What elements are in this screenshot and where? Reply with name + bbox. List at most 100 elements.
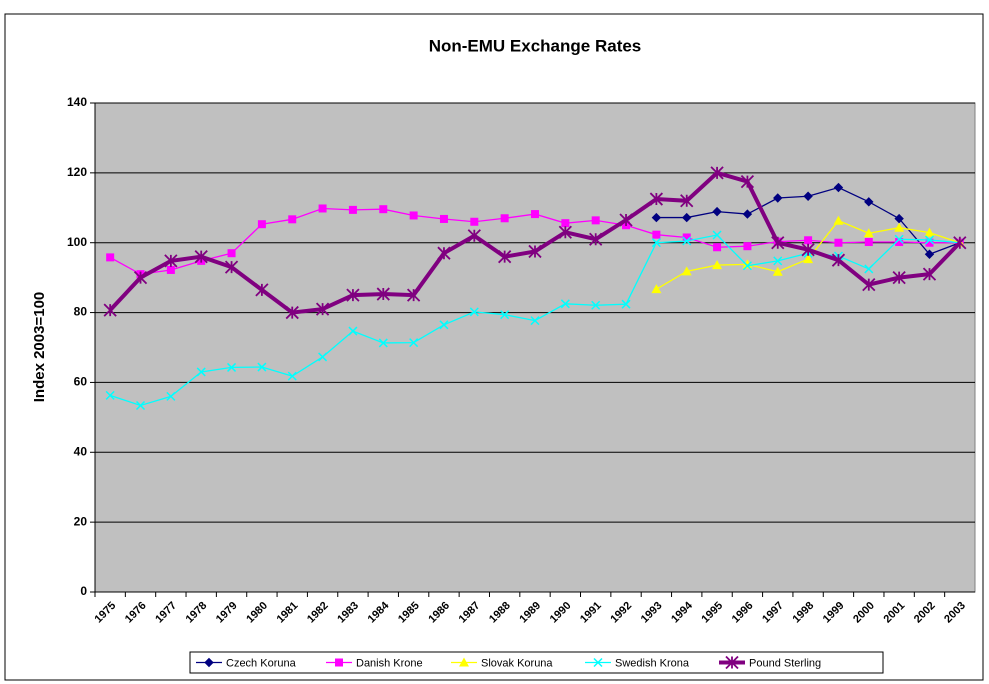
marker: [467, 229, 481, 243]
marker: [406, 288, 421, 302]
marker: [680, 194, 694, 208]
marker: [561, 219, 570, 228]
marker: [682, 212, 692, 223]
marker: [892, 271, 906, 285]
marker: [681, 266, 692, 276]
marker: [227, 362, 237, 372]
marker: [831, 253, 846, 267]
y-tick-label: 60: [74, 375, 88, 389]
marker: [257, 220, 266, 229]
marker: [924, 227, 935, 237]
legend-label: Pound Sterling: [749, 657, 821, 669]
marker: [742, 209, 753, 219]
marker: [619, 213, 633, 227]
marker: [591, 216, 600, 225]
marker: [589, 232, 603, 246]
marker: [164, 254, 178, 268]
marker: [773, 256, 783, 266]
marker: [166, 265, 175, 274]
marker: [652, 230, 661, 239]
marker: [560, 299, 570, 309]
marker: [227, 249, 236, 258]
marker: [103, 303, 117, 317]
legend-label: Danish Krone: [356, 657, 423, 669]
marker: [682, 233, 691, 242]
marker: [166, 391, 176, 401]
marker: [953, 236, 967, 250]
marker: [922, 267, 937, 281]
marker: [801, 243, 815, 257]
marker: [710, 166, 724, 180]
marker: [204, 657, 214, 668]
marker: [528, 244, 542, 259]
marker: [591, 300, 601, 310]
marker: [743, 242, 752, 251]
marker: [712, 260, 723, 270]
y-tick-label: 0: [80, 584, 87, 598]
marker: [682, 236, 692, 246]
y-tick-label: 80: [74, 305, 88, 319]
marker: [224, 260, 239, 274]
marker: [194, 250, 208, 264]
marker: [773, 193, 783, 203]
marker: [621, 299, 631, 309]
legend-box: [189, 651, 884, 674]
marker: [409, 338, 419, 348]
y-tick-label: 40: [74, 444, 88, 458]
marker: [772, 266, 783, 276]
marker: [531, 210, 539, 219]
marker: [713, 243, 722, 252]
marker: [924, 235, 935, 245]
marker: [500, 214, 509, 223]
legend-label: Swedish Krona: [615, 657, 690, 669]
marker: [712, 206, 722, 217]
marker: [740, 174, 755, 189]
marker: [376, 287, 390, 301]
marker: [469, 307, 479, 317]
marker: [834, 238, 843, 247]
marker: [712, 230, 722, 240]
marker: [196, 367, 206, 377]
marker: [315, 302, 330, 316]
marker: [924, 249, 935, 259]
marker: [498, 250, 512, 264]
marker: [378, 338, 388, 348]
marker: [863, 228, 874, 238]
marker: [287, 371, 297, 381]
marker: [742, 259, 753, 269]
y-tick-label: 140: [67, 95, 87, 109]
marker: [135, 400, 146, 411]
marker: [651, 238, 661, 248]
marker: [894, 222, 905, 232]
chart-title: Non-EMU Exchange Rates: [429, 36, 642, 55]
marker: [864, 197, 874, 207]
marker: [804, 236, 813, 245]
marker: [285, 305, 299, 320]
marker: [649, 192, 664, 206]
marker: [439, 214, 448, 223]
marker: [500, 310, 510, 320]
marker: [864, 264, 874, 274]
marker: [105, 390, 115, 400]
marker: [771, 236, 785, 250]
y-tick-label: 20: [74, 514, 88, 528]
legend-label: Slovak Koruna: [481, 657, 553, 669]
marker: [651, 284, 662, 294]
marker: [459, 657, 469, 667]
legend-label: Czech Koruna: [226, 657, 297, 669]
marker: [651, 212, 662, 223]
marker: [409, 211, 418, 220]
plot-area: [94, 102, 976, 593]
y-tick-label: 120: [67, 165, 87, 179]
marker: [437, 246, 451, 260]
marker: [530, 316, 540, 326]
marker: [593, 657, 603, 668]
y-axis-label: Index 2003=100: [31, 292, 48, 403]
marker: [862, 277, 876, 292]
marker: [864, 238, 873, 247]
marker: [925, 238, 934, 247]
marker: [106, 253, 115, 262]
marker: [318, 204, 327, 213]
marker: [470, 217, 479, 226]
